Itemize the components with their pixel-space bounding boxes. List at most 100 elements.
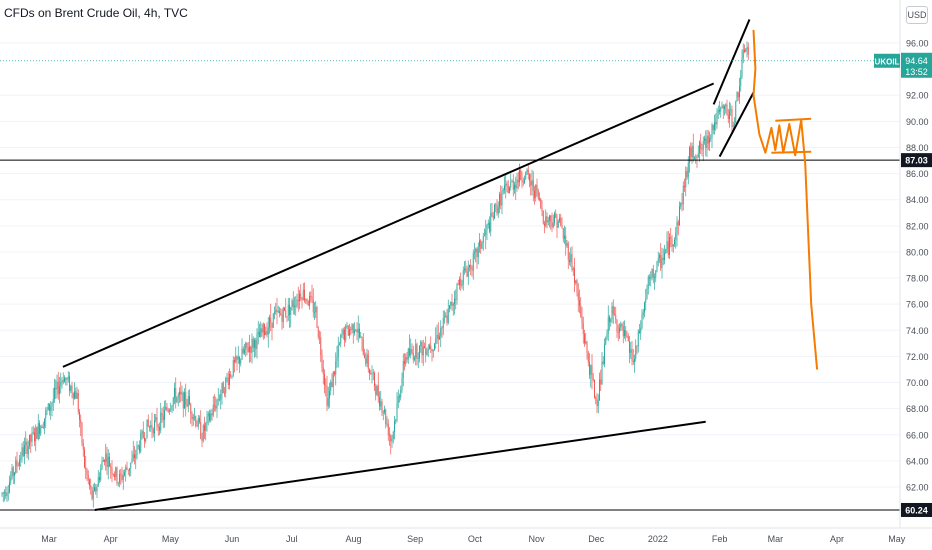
candle-body <box>695 156 697 158</box>
candle-body <box>712 124 714 130</box>
candle-body <box>177 394 179 398</box>
candle-body <box>46 410 48 411</box>
candle-body <box>367 354 369 370</box>
candle-body <box>649 277 650 279</box>
projection-box-top <box>775 117 812 122</box>
candle-body <box>531 180 533 186</box>
candle-body <box>222 382 224 394</box>
candle-body <box>200 422 202 439</box>
candle-body <box>500 193 502 206</box>
candle-body <box>655 271 657 278</box>
candle-body <box>381 401 383 413</box>
candle-body <box>482 236 484 243</box>
candle-body <box>305 299 307 301</box>
candle-body <box>84 449 85 468</box>
candle-body <box>191 413 193 420</box>
candle-body <box>211 413 213 416</box>
candle-body <box>154 420 155 434</box>
candle-body <box>577 292 579 301</box>
candle-body <box>511 180 513 183</box>
candle-body <box>371 373 373 375</box>
candle-body <box>245 342 247 350</box>
candle-body <box>647 277 649 289</box>
candle-body <box>454 298 455 304</box>
symbol-tag-label: UKOIL <box>875 57 900 66</box>
candle-body <box>224 393 225 394</box>
candle-body <box>259 331 260 338</box>
candle-body <box>369 369 370 374</box>
candle-body <box>504 185 505 191</box>
candle-body <box>501 191 503 206</box>
candle-body <box>162 415 164 420</box>
y-tick-label: 84.00 <box>906 195 929 205</box>
candle-body <box>279 311 280 314</box>
candle-body <box>505 183 507 186</box>
candle-body <box>209 413 210 421</box>
candle-body <box>335 361 337 375</box>
time-axis[interactable]: Mar Apr May Jun Jul Aug Sep Oct Nov Dec 2022 Feb Mar… <box>0 527 932 544</box>
candle-body <box>384 409 385 413</box>
candle-body <box>520 169 522 180</box>
candle-body <box>166 406 168 411</box>
candle-body <box>560 217 562 226</box>
candle-body <box>549 215 550 221</box>
candle-body <box>395 419 397 422</box>
candle-body <box>682 185 684 205</box>
candle-body <box>644 302 645 313</box>
candle-body <box>670 236 672 239</box>
candle-body <box>14 472 15 476</box>
currency-button[interactable]: USD <box>906 6 928 24</box>
candle-body <box>225 378 227 394</box>
candle-body <box>669 236 670 256</box>
candle-body <box>426 351 428 355</box>
candle-body <box>442 317 444 329</box>
candle-body <box>580 305 582 316</box>
candle-body <box>455 298 457 300</box>
candle-body <box>130 462 132 469</box>
candle-body <box>236 356 238 360</box>
candle-body <box>150 425 152 428</box>
candle-body <box>552 223 554 228</box>
candle-body <box>737 92 739 98</box>
candle-body <box>720 107 722 112</box>
candle-body <box>545 216 547 226</box>
candle-body <box>507 185 509 194</box>
trendline <box>62 82 715 368</box>
candle-body <box>645 299 647 303</box>
candle-body <box>434 343 435 350</box>
candle-body <box>372 372 374 374</box>
y-grid <box>0 42 900 488</box>
candle-body <box>366 354 368 364</box>
candle-body <box>612 306 614 315</box>
trendline <box>718 92 755 158</box>
candle-body <box>430 345 432 349</box>
candle-body <box>540 198 542 208</box>
candle-body <box>87 474 89 480</box>
candle-body <box>432 349 434 352</box>
candle-body <box>447 308 449 323</box>
candle-body <box>334 371 335 375</box>
candle-body <box>179 391 180 395</box>
candle-body <box>407 348 409 360</box>
candle-body <box>441 327 443 329</box>
candle-body <box>231 375 233 377</box>
candle-body <box>332 371 334 388</box>
candle-body <box>272 313 274 328</box>
candle-body <box>676 221 678 234</box>
candle-body <box>719 109 720 112</box>
candle-body <box>466 271 468 277</box>
candle-body <box>230 374 232 377</box>
candle-body <box>406 357 408 360</box>
candle-body <box>721 105 723 108</box>
candle-body <box>427 349 429 352</box>
price-axis[interactable]: 62.00 64.00 66.00 68.00 70.00 72.00 74.00 76.00… <box>899 0 932 550</box>
candle-body <box>16 460 18 466</box>
candle-body <box>42 426 44 428</box>
y-tick-label: 88.00 <box>906 143 929 153</box>
x-tick-label: Aug <box>345 534 361 544</box>
candle-body <box>494 204 495 219</box>
candle-body <box>281 314 283 322</box>
candle-body <box>431 348 433 352</box>
